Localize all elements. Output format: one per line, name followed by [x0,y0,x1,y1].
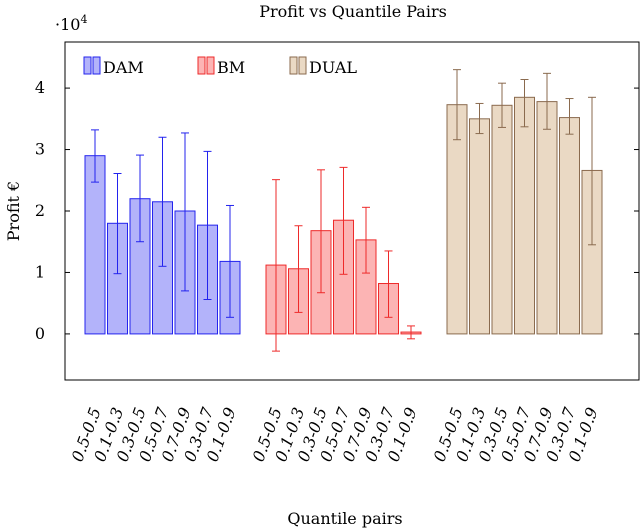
legend-swatch-bm [197,56,206,75]
y-tick-label: 4 [35,78,45,97]
bar-dual [514,96,535,335]
legend-label-dual: DUAL [309,58,357,77]
bar-dual [536,101,558,335]
y-multiplier: ·104 [55,13,87,34]
y-tick-label: 2 [35,201,45,220]
y-tick-label: 0 [35,324,45,343]
legend-swatch-dual [289,56,298,75]
chart-title: Profit vs Quantile Pairs [259,2,447,21]
x-axis-label: Quantile pairs [287,509,402,528]
legend-label-bm: BM [217,58,245,77]
legend-swatch-dual [298,56,307,75]
bar-dual [469,118,490,335]
legend-label-dam: DAM [103,58,144,77]
y-multiplier-base: ·10 [55,15,80,34]
y-multiplier-exponent: 4 [80,13,87,26]
legend-swatch-dam [83,56,92,75]
legend-swatch-dam [92,56,101,75]
legend-swatch-bm [206,56,215,75]
bar-dual [491,104,513,335]
y-tick-label: 3 [35,140,45,159]
y-tick-label: 1 [35,262,45,281]
chart-marks: 012340.5-0.50.1-0.30.3-0.50.5-0.70.7-0.9… [35,69,639,464]
legend: DAM BM DUAL [83,56,357,77]
plot-frame [64,41,640,381]
bar-dual [559,117,580,335]
y-axis-label: Profit € [4,181,23,241]
